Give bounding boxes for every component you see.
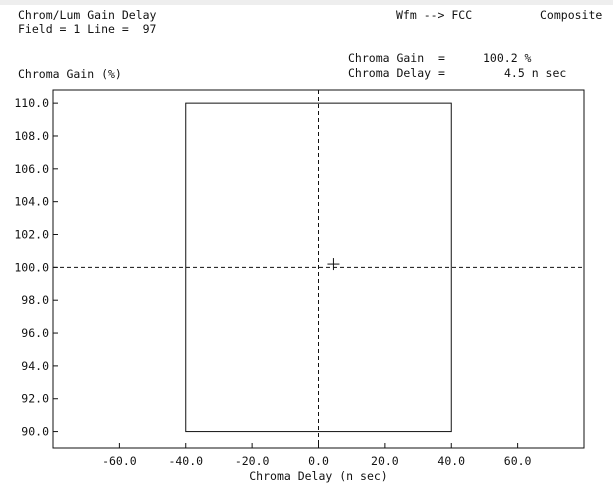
chroma-delay-readout-value: 4.5 n sec (504, 66, 567, 80)
x-axis-label: Chroma Delay (n sec) (249, 469, 387, 483)
y-tick-label: 96.0 (21, 326, 49, 340)
x-tick-label: -20.0 (235, 454, 270, 468)
y-tick-label: 102.0 (14, 228, 49, 242)
y-tick-label: 94.0 (21, 359, 49, 373)
y-tick-label: 98.0 (21, 293, 49, 307)
x-tick-label: 60.0 (504, 454, 532, 468)
y-axis-label: Chroma Gain (%) (18, 67, 122, 81)
x-tick-label: -40.0 (168, 454, 203, 468)
y-tick-label: 110.0 (14, 96, 49, 110)
x-tick-label: 40.0 (437, 454, 465, 468)
chroma-gain-readout-value: 100.2 % (483, 51, 532, 65)
y-tick-label: 108.0 (14, 129, 49, 143)
x-tick-label: 20.0 (371, 454, 399, 468)
chroma-gain-readout-label: Chroma Gain = (348, 51, 445, 65)
signal-type-indicator: Composite (540, 8, 603, 22)
measurement-title: Chrom/Lum Gain Delay (18, 8, 157, 22)
x-tick-label: -60.0 (102, 454, 137, 468)
y-tick-label: 104.0 (14, 195, 49, 209)
y-tick-label: 90.0 (21, 425, 49, 439)
chroma-delay-readout-label: Chroma Delay = (348, 66, 445, 80)
x-tick-label: 0.0 (308, 454, 329, 468)
y-tick-label: 92.0 (21, 392, 49, 406)
field-line-indicator: Field = 1 Line = 97 (18, 22, 157, 36)
top-strip (0, 0, 613, 5)
mode-indicator: Wfm --> FCC (396, 8, 473, 22)
y-tick-label: 100.0 (14, 260, 49, 274)
tolerance-limit-box (185, 102, 452, 433)
y-tick-label: 106.0 (14, 162, 49, 176)
